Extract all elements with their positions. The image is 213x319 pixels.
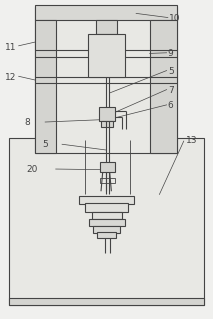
Text: 7: 7 [168, 86, 174, 95]
Bar [101, 121, 113, 127]
Bar [79, 196, 134, 204]
Text: 11: 11 [4, 43, 16, 52]
Bar [97, 232, 117, 238]
Text: 6: 6 [168, 101, 174, 110]
Bar [150, 20, 177, 153]
Bar [100, 178, 115, 183]
Bar [100, 162, 115, 172]
Bar [93, 226, 120, 233]
Bar [89, 219, 125, 226]
Bar [35, 7, 177, 153]
Bar [35, 4, 177, 20]
Bar [35, 20, 56, 153]
Text: 13: 13 [186, 136, 197, 145]
Text: 5: 5 [168, 67, 174, 76]
Text: 10: 10 [169, 14, 180, 23]
Text: 9: 9 [168, 49, 174, 58]
Text: 12: 12 [4, 73, 16, 82]
Text: 20: 20 [26, 165, 37, 174]
Bar [96, 20, 117, 34]
Text: 5: 5 [42, 140, 48, 149]
Bar [9, 298, 204, 305]
Text: 8: 8 [24, 117, 30, 127]
Bar [99, 107, 115, 122]
Bar [88, 34, 125, 77]
Bar [9, 138, 204, 305]
Bar [85, 203, 128, 212]
Bar [92, 211, 122, 219]
